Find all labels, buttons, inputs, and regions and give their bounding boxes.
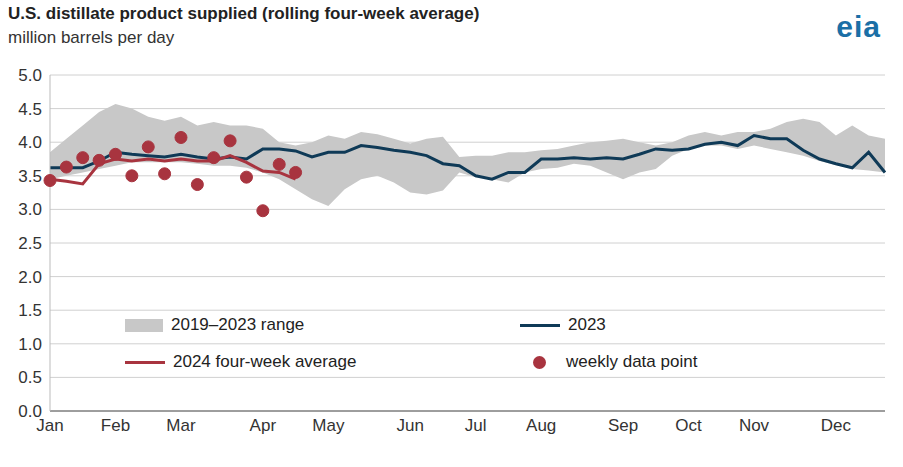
svg-text:Apr: Apr [250,416,277,435]
svg-text:1.5: 1.5 [18,301,42,320]
svg-text:Oct: Oct [675,416,702,435]
html-text:2023: 2023 [568,315,606,334]
svg-text:Jan: Jan [36,416,64,436]
svg-text:3.5: 3.5 [18,167,42,186]
svg-text:Sep: Sep [608,416,638,435]
svg-text:0.5: 0.5 [18,368,42,387]
svg-text:1.0: 1.0 [18,335,42,354]
svg-text:Dec: Dec [821,416,852,435]
html-text:weekly data point: weekly data point [566,352,698,371]
svg-text:2.5: 2.5 [18,234,42,253]
svg-text:4.0: 4.0 [18,133,42,152]
html-text:million barrels per day: million barrels per day [8,28,175,47]
svg-text:May: May [312,416,345,435]
svg-text:Aug: Aug [526,416,556,435]
svg-text:4.5: 4.5 [18,100,42,119]
svg-text:2.0: 2.0 [18,268,42,287]
svg-text:3.0: 3.0 [18,200,42,219]
svg-text:5.0: 5.0 [18,66,42,85]
html-text:2019–2023 range: 2019–2023 range [171,315,305,334]
svg-text:Nov: Nov [739,416,770,435]
svg-text:Mar: Mar [166,416,196,435]
svg-text:0.0: 0.0 [18,402,42,421]
html-text:U.S. distillate product suppli: U.S. distillate product supplied (rollin… [8,4,480,23]
svg-text:Jun: Jun [396,416,423,435]
html-text:2024 four-week average: 2024 four-week average [173,352,357,371]
svg-text:Feb: Feb [101,416,130,435]
html-text:eia: eia [836,10,881,43]
svg-text:Jul: Jul [465,416,487,435]
